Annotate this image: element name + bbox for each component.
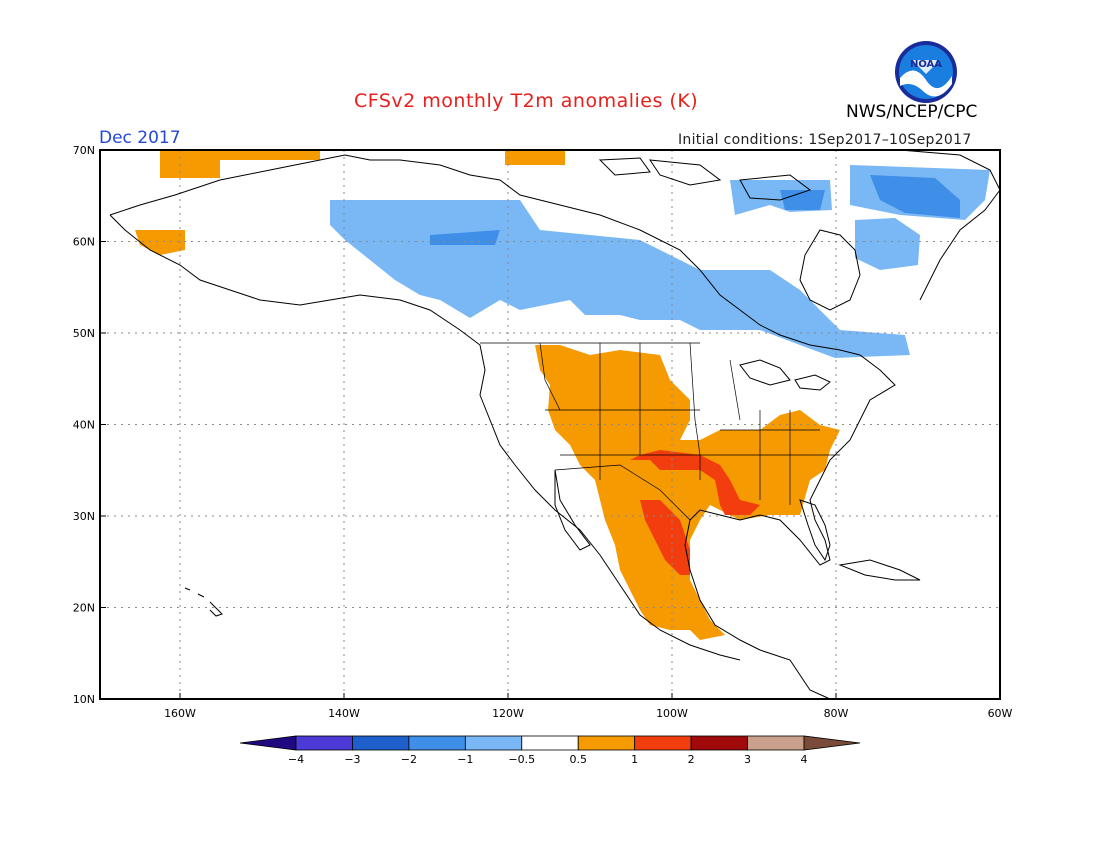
colorbar-label: −2 [401, 753, 417, 766]
colorbar-label: 0.5 [569, 753, 587, 766]
colorbar-label: 4 [801, 753, 808, 766]
cool-anomaly-region-north [330, 200, 910, 358]
colorbar-label: 3 [744, 753, 751, 766]
lat-label: 70N [73, 144, 95, 157]
lat-label: 60N [73, 236, 95, 249]
colorbar-arrow-low [239, 735, 297, 751]
colorbar-swatch [690, 735, 748, 751]
axis-labels: 70N 60N 50N 40N 30N 20N 10N 160W 140W 120W 100W 80W… [73, 144, 1013, 720]
cuba [838, 559, 921, 581]
warm-anomaly-region-arctic-strip [505, 150, 565, 165]
colorbar-label: −1 [457, 753, 473, 766]
florida [799, 499, 831, 562]
colorbar-arrow-high [803, 735, 861, 751]
lat-label: 30N [73, 510, 95, 523]
cool-anomaly-region-hudson [855, 218, 920, 270]
initial-conditions: Initial conditions: 1Sep2017–10Sep2017 [678, 132, 972, 148]
valid-month: Dec 2017 [99, 128, 181, 148]
hawaii [184, 587, 223, 617]
colorbar-label: −3 [344, 753, 360, 766]
colorbar-swatch [408, 735, 466, 751]
graticule [100, 150, 1000, 699]
colorbar-label: 1 [631, 753, 638, 766]
lat-label: 50N [73, 327, 95, 340]
warm-anomaly-region-alaska-north [160, 150, 320, 178]
west-coast [109, 214, 741, 661]
colorbar-swatch [634, 735, 692, 751]
lon-label: 160W [164, 707, 196, 720]
colorbar-label: −0.5 [508, 753, 535, 766]
colorbar-label: −4 [288, 753, 304, 766]
colorbar-swatch [295, 735, 353, 751]
lon-label: 120W [492, 707, 524, 720]
cool-anomaly-core-1 [870, 175, 960, 218]
lat-label: 40N [73, 419, 95, 432]
lon-label: 140W [328, 707, 360, 720]
warm-anomaly-core-texas [630, 450, 760, 575]
colorbar-swatch [747, 735, 805, 751]
agency-label: NWS/NCEP/CPC [846, 102, 978, 122]
colorbar-swatch [464, 735, 523, 751]
chart-title: CFSv2 monthly T2m anomalies (K) [354, 90, 699, 112]
colorbar-swatch [577, 735, 636, 751]
colorbar-swatch [352, 735, 410, 751]
coastlines [109, 149, 1001, 700]
baja-california [554, 469, 591, 551]
lon-label: 100W [656, 707, 688, 720]
lon-label: 80W [824, 707, 849, 720]
lat-label: 10N [73, 693, 95, 706]
state-borders [480, 342, 840, 521]
arctic-islands [598, 157, 812, 201]
north-america-coast [109, 154, 896, 700]
colorbar-label: 2 [688, 753, 695, 766]
svg-text:NOAA: NOAA [910, 59, 942, 70]
warm-anomaly-region-alaska-west [135, 230, 185, 255]
lon-label: 60W [988, 707, 1013, 720]
cool-anomaly-core-2 [780, 190, 825, 210]
colorbar: −4 −3 −2 −1 −0.5 0.5 1 2 3 4 [239, 735, 861, 766]
cool-anomaly-core-3 [430, 230, 500, 245]
noaa-logo: NOAA [894, 40, 958, 104]
colorbar-swatch [521, 735, 579, 751]
great-lakes [739, 359, 831, 391]
warm-anomaly-region-us-mexico [535, 345, 840, 640]
hudson-bay [799, 229, 861, 311]
greenland-coast [899, 149, 1001, 301]
lat-label: 20N [73, 602, 95, 615]
